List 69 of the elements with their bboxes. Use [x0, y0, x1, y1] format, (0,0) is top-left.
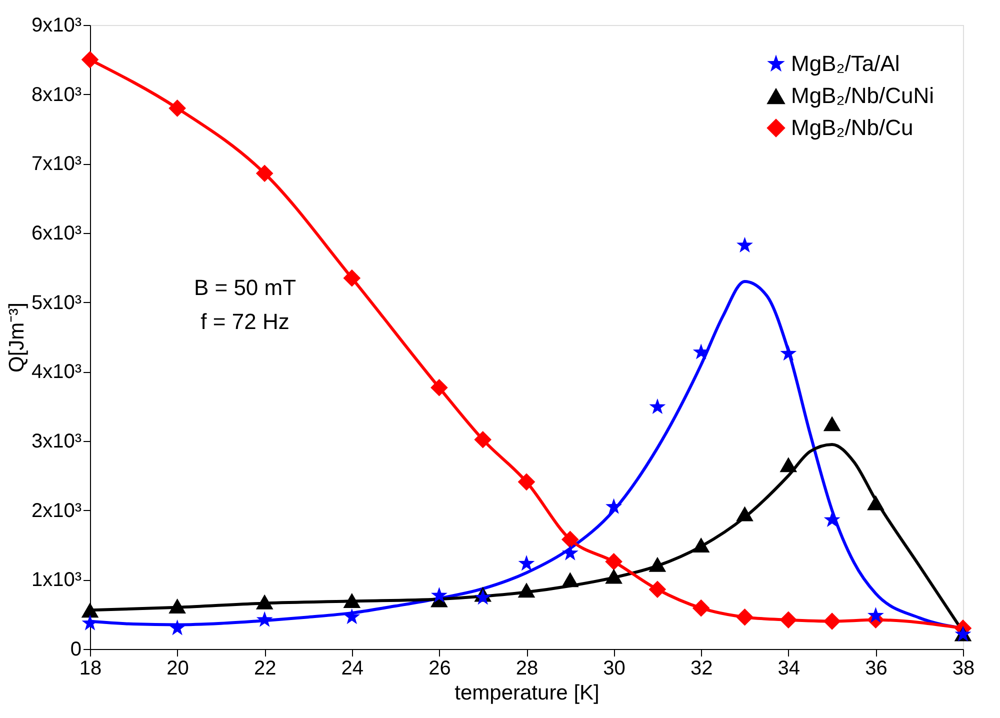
point — [344, 608, 360, 624]
point — [649, 398, 666, 414]
point — [867, 495, 884, 510]
point — [605, 568, 622, 584]
point — [692, 344, 710, 360]
point — [474, 589, 492, 605]
y-tick-label: 3x10³ — [31, 430, 82, 452]
point — [736, 608, 754, 626]
x-tick-label: 30 — [603, 658, 626, 680]
point — [692, 538, 710, 552]
y-tick-label: 6x10³ — [31, 222, 82, 244]
x-tick-label: 34 — [778, 658, 800, 680]
x-tick-label: 20 — [166, 658, 189, 680]
x-tick-label: 26 — [428, 658, 451, 680]
x-axis-title: temperature [K] — [454, 682, 600, 704]
point — [256, 164, 274, 182]
x-tick-label: 22 — [254, 658, 276, 680]
point — [430, 586, 448, 603]
annotation: f = 72 Hz — [200, 309, 290, 334]
point — [518, 473, 536, 491]
x-tick-label: 36 — [865, 658, 888, 680]
point — [256, 611, 273, 627]
point — [561, 530, 579, 548]
point — [562, 544, 578, 560]
legend-label: MgB₂/Ta/Al — [791, 51, 900, 76]
y-tick-label: 1x10³ — [31, 569, 82, 592]
y-tick-label: 9x10³ — [31, 14, 82, 36]
point — [561, 572, 579, 588]
legend-label: MgB₂/Nb/Cu — [791, 115, 914, 140]
point — [518, 555, 535, 571]
y-tick-label: 7x10³ — [31, 153, 82, 176]
x-tick-label: 38 — [952, 658, 975, 680]
x-tick-label: 18 — [79, 658, 102, 680]
point — [736, 506, 754, 522]
point — [168, 598, 186, 614]
point — [648, 556, 666, 572]
x-tick-label: 24 — [341, 658, 364, 680]
y-axis-title: Q[Jm⁻³] — [5, 302, 28, 372]
y-tick-label: 4x10³ — [31, 361, 82, 384]
point — [474, 430, 492, 448]
point — [780, 344, 797, 361]
point — [605, 552, 622, 570]
point — [823, 416, 841, 432]
point — [169, 620, 186, 636]
point — [780, 611, 798, 629]
point — [736, 236, 753, 252]
point — [824, 511, 840, 528]
point — [168, 100, 186, 117]
annotation: B = 50 mT — [194, 275, 296, 300]
y-tick-label: 5x10³ — [31, 292, 82, 314]
point — [256, 594, 274, 610]
point — [692, 599, 710, 617]
point — [343, 592, 361, 608]
point — [430, 378, 448, 396]
point — [780, 457, 798, 472]
y-tick-label: 2x10³ — [31, 500, 82, 522]
x-tick-label: 32 — [690, 658, 713, 680]
point — [648, 580, 666, 598]
point — [81, 51, 99, 68]
point — [606, 498, 622, 514]
point — [81, 602, 99, 618]
point — [823, 612, 841, 630]
y-tick-label: 8x10³ — [31, 84, 82, 106]
point — [867, 607, 884, 623]
legend-label: MgB₂/Nb/CuNi — [791, 83, 934, 108]
y-tick-label: 0 — [70, 638, 82, 660]
x-tick-label: 28 — [516, 658, 538, 680]
point — [343, 269, 361, 287]
point — [518, 582, 536, 598]
